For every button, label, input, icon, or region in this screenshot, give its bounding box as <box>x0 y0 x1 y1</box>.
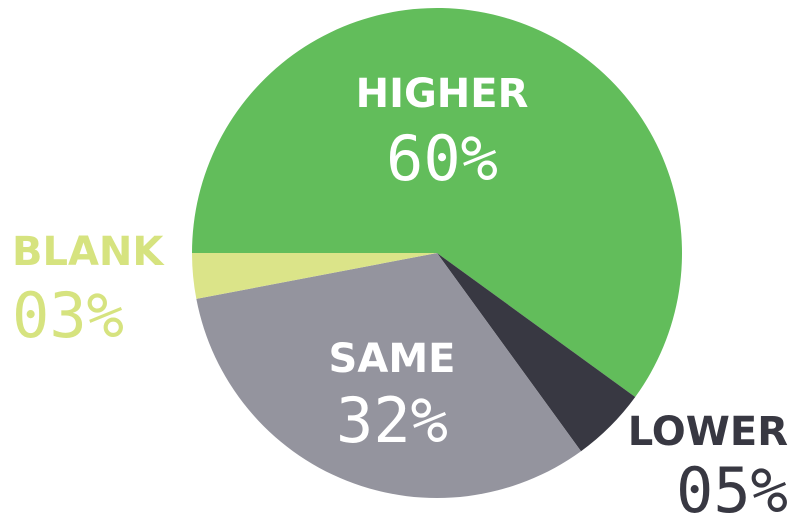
same-value: 32% <box>336 384 448 457</box>
higher-label: HIGHER <box>356 71 529 117</box>
pie-slice-lower <box>437 253 636 452</box>
higher-value: 60% <box>386 122 498 195</box>
blank-value: 03% <box>12 279 124 352</box>
blank-label: BLANK <box>12 229 165 275</box>
label-lower: LOWER 05% <box>628 409 788 520</box>
pie-slice-same <box>196 253 582 499</box>
pie-slices <box>192 8 682 499</box>
label-same: SAME 32% <box>329 336 456 457</box>
same-label: SAME <box>329 336 456 382</box>
pie-slice-higher <box>192 8 682 398</box>
lower-value: 05% <box>676 454 788 520</box>
label-higher: HIGHER 60% <box>356 71 529 195</box>
pie-slice-blank <box>192 253 437 299</box>
label-blank: BLANK 03% <box>12 229 165 352</box>
lower-label: LOWER <box>628 409 788 455</box>
